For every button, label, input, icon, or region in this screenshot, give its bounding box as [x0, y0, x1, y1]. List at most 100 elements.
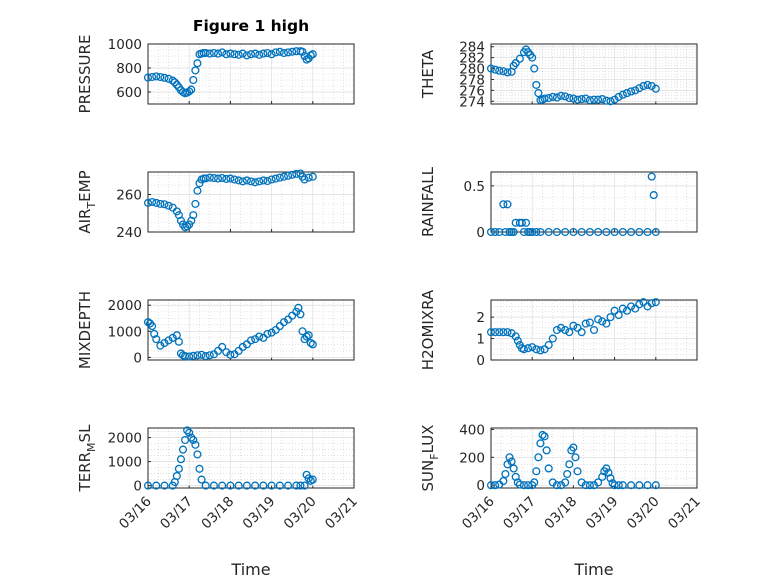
data-point: [181, 352, 190, 361]
data-point: [519, 345, 529, 354]
data-point: [486, 227, 496, 237]
data-point: [544, 340, 553, 350]
data-point: [267, 50, 276, 59]
data-point: [515, 54, 524, 63]
data-point: [160, 73, 169, 82]
data-point: [536, 346, 545, 355]
y-tick-label: 282: [459, 51, 485, 67]
y-axis-label: RAINFALL: [419, 166, 437, 237]
data-point: [503, 68, 512, 77]
data-point: [552, 325, 561, 335]
data-point: [288, 170, 297, 179]
data-point: [187, 433, 196, 442]
data-point: [209, 173, 218, 183]
data-point: [201, 174, 210, 183]
data-point: [614, 92, 623, 101]
y-tick-label: 278: [459, 72, 485, 88]
data-point: [205, 49, 214, 58]
axes-box: [490, 171, 698, 233]
data-point: [594, 478, 603, 487]
y-tick-label: 200: [459, 450, 485, 466]
data-point: [585, 318, 594, 327]
data-point: [511, 59, 520, 68]
data-point: [197, 350, 206, 359]
data-point: [160, 200, 169, 209]
y-axis-label: THETA: [419, 49, 437, 99]
data-point: [598, 95, 607, 104]
y-tick-label: 1: [476, 332, 485, 348]
data-point: [263, 48, 272, 58]
data-point: [618, 304, 627, 313]
data-point: [569, 227, 578, 237]
data-point: [552, 93, 561, 102]
data-point: [255, 50, 264, 59]
data-point: [193, 59, 202, 68]
data-point: [556, 323, 566, 332]
data-point: [189, 211, 198, 220]
y-tick-label: 1000: [108, 455, 142, 471]
data-point: [534, 89, 543, 98]
data-point: [643, 80, 652, 89]
data-point: [263, 176, 272, 186]
data-point: [614, 481, 623, 490]
data-point: [631, 304, 640, 313]
data-point: [234, 50, 243, 59]
data-point: [556, 91, 566, 100]
data-point: [499, 67, 508, 76]
data-point: [627, 87, 636, 96]
axes-box: [147, 171, 355, 233]
y-tick-label: 240: [116, 225, 142, 241]
data-point: [647, 172, 656, 181]
data-point: [635, 481, 644, 490]
data-point: [298, 327, 307, 336]
data-point: [495, 66, 504, 75]
y-tick-label: 284: [459, 40, 485, 56]
data-point: [618, 481, 627, 490]
y-tick-label: 274: [459, 94, 485, 110]
data-point: [201, 481, 210, 490]
data-point: [267, 328, 276, 337]
data-point: [513, 336, 522, 345]
data-point: [651, 84, 660, 93]
data-point: [573, 323, 582, 332]
data-point: [242, 176, 251, 185]
data-point: [259, 49, 268, 58]
axes-box: [147, 299, 355, 361]
data-point: [631, 86, 640, 95]
x-tick-label: 03/19: [583, 494, 622, 533]
data-point: [205, 351, 214, 360]
data-point: [304, 173, 313, 182]
data-point: [585, 227, 594, 237]
data-point: [501, 469, 510, 479]
data-point: [143, 481, 153, 490]
y-tick-label: 0: [133, 350, 142, 366]
data-point: [635, 300, 644, 309]
data-point: [152, 72, 161, 81]
data-point: [639, 298, 648, 307]
data-point: [577, 227, 586, 237]
data-point: [222, 50, 231, 59]
data-point: [187, 85, 196, 94]
x-tick-label: 03/21: [665, 494, 704, 533]
data-point: [651, 227, 660, 237]
y-tick-label: 0: [476, 478, 485, 494]
y-tick-label: 260: [116, 188, 142, 204]
data-point: [627, 302, 636, 311]
data-point: [577, 95, 586, 104]
data-point: [267, 175, 276, 184]
data-point: [267, 481, 276, 490]
y-tick-label: 0.5: [464, 179, 485, 195]
data-point: [209, 48, 218, 58]
data-point: [185, 428, 194, 437]
data-point: [602, 227, 611, 237]
data-point: [191, 66, 200, 75]
data-point: [532, 345, 541, 354]
data-point: [168, 333, 177, 342]
data-point: [304, 474, 313, 483]
data-point: [288, 47, 297, 56]
data-point: [308, 50, 317, 59]
data-point: [164, 201, 173, 210]
data-point: [499, 328, 508, 337]
data-point: [509, 464, 518, 473]
data-point: [150, 329, 159, 338]
